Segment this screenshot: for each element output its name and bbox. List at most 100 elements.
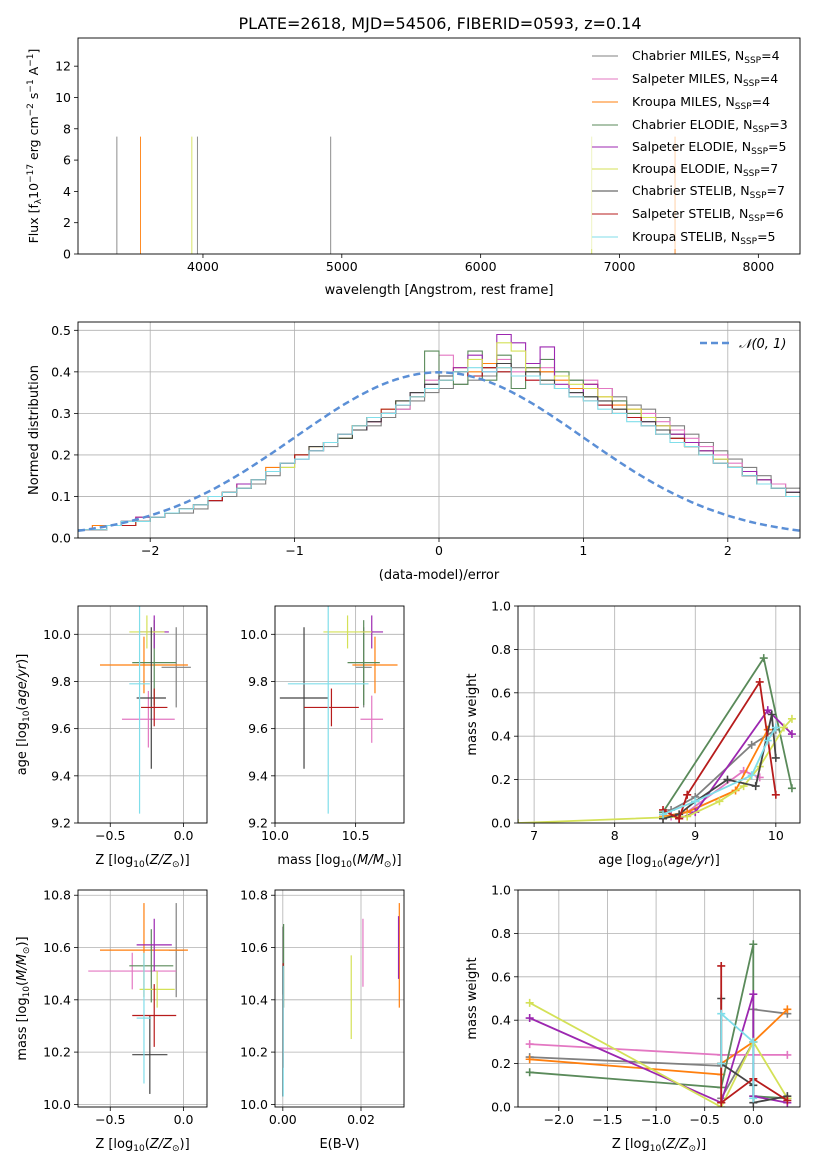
y-tick-label: 9.4: [248, 768, 268, 783]
legend-label: Salpeter STELIB, N: [632, 206, 748, 221]
y-tick-label: 10.0: [240, 627, 268, 642]
axes-frame: [274, 889, 405, 1108]
x-tick-label: 1: [579, 543, 587, 558]
figure-title: PLATE=2618, MJD=54506, FIBERID=0593, z=0…: [238, 14, 641, 33]
massweight-point-marker: [783, 1005, 792, 1014]
histogram-series: [78, 367, 800, 531]
x-tick-label: 5000: [326, 259, 358, 274]
legend-label: Chabrier STELIB, N: [632, 183, 750, 198]
spectrum-panel: 4000 5000 6000 7000 8000 0 2 4 6 8 10 12 wavelength …: [55, 37, 801, 298]
massweight-point-marker: [525, 1055, 534, 1064]
spectrum-series-line: [189, 63, 591, 119]
y-tick-label: 0.0: [51, 531, 71, 546]
y-tick-label: 0.4: [51, 364, 71, 379]
massweight-point-marker: [787, 730, 796, 739]
y-tick-label: 10.0: [43, 627, 71, 642]
y-tick-label: 10.6: [240, 940, 268, 955]
legend-label: 𝒩(0, 1): [739, 337, 786, 352]
legend-entry: Salpeter STELIB, NSSP=6: [592, 206, 784, 224]
massweight-series-line: [662, 655, 793, 813]
massweight-point-marker: [717, 961, 726, 970]
x-axis-label: wavelength [Angstrom, rest frame]: [325, 283, 554, 298]
plot-area: [282, 903, 400, 1097]
axes-frame: [517, 889, 801, 1108]
y-axis-label: mass weight: [465, 673, 480, 755]
x-tick-label: 0.00: [269, 1112, 297, 1127]
massweight-point-marker: [749, 940, 758, 949]
y-tick-label: 9.2: [248, 816, 268, 831]
massweight-point-marker: [723, 775, 732, 784]
x-axis-label: Z [log10(Z/Z⊙)]: [612, 1137, 706, 1154]
x-tick-label: 9: [691, 828, 699, 843]
residuals-panel: −2 −1 0 1 2 0.0 0.1 0.2 0.3 0.4 0.5 (data-model)/er…: [27, 321, 801, 583]
x-tick-label: −2: [141, 543, 159, 558]
massweight-point-marker: [659, 810, 668, 819]
y-axis-label: mass weight: [465, 957, 480, 1039]
axes-frame: [77, 605, 208, 824]
x-tick-label: −0.5: [95, 1112, 125, 1127]
y-tick-label: 9.2: [51, 816, 71, 831]
x-tick-label: −2.0: [544, 1112, 574, 1127]
legend-label: Kroupa MILES, N: [632, 94, 735, 109]
massweight-series-line: [720, 1011, 755, 1099]
axes-frame: [77, 37, 801, 255]
y-tick-label: 1.0: [491, 883, 511, 898]
y-tick-label: 0.0: [491, 816, 511, 831]
y-tick-label: 0: [63, 247, 71, 262]
x-tick-label: 0.02: [347, 1112, 375, 1127]
massweight-point-marker: [525, 1068, 534, 1077]
x-tick-label: 7: [530, 828, 538, 843]
y-tick-label: 10.2: [240, 1045, 268, 1060]
y-tick-label: 10.0: [240, 1097, 268, 1112]
massweight-point-marker: [717, 1009, 726, 1018]
x-tick-label: 10.5: [342, 828, 370, 843]
massweight-point-marker: [783, 1050, 792, 1059]
y-tick-label: 10.4: [43, 992, 71, 1007]
svg-text:Chabrier STELIB, NSSP=7: Chabrier STELIB, NSSP=7: [632, 183, 785, 201]
y-tick-label: 10.0: [43, 1097, 71, 1112]
massweight-point-marker: [783, 1096, 792, 1105]
axes-frame: [77, 321, 801, 539]
legend-entry: Chabrier MILES, NSSP=4: [592, 48, 780, 66]
massweight-point-marker: [749, 1037, 758, 1046]
age-vs-metallicity-panel: −0.5 0.0 9.2 9.4 9.6 9.8 10.0 Z [log10(Z/Z⊙)] ag…: [15, 605, 208, 870]
massweight-point-marker: [759, 654, 768, 663]
massweight-series-line: [662, 729, 769, 818]
massweight-point-marker: [717, 1059, 726, 1068]
y-tick-label: 12: [55, 59, 71, 74]
massweight-point-marker: [683, 812, 692, 821]
massweight-point-marker: [747, 740, 756, 749]
legend-label: Salpeter ELODIE, N: [632, 139, 751, 154]
x-tick-label: 10: [768, 828, 784, 843]
x-axis-label: age [log10(age/yr)]: [598, 853, 720, 870]
x-tick-label: 6000: [465, 259, 497, 274]
plot-area: [88, 903, 188, 1094]
massweight-point-marker: [763, 736, 772, 745]
legend-label: Kroupa STELIB, N: [632, 229, 740, 244]
legend-entry: Chabrier ELODIE, NSSP=3: [592, 117, 788, 135]
massweight-point-marker: [763, 706, 772, 715]
y-tick-label: 0.0: [491, 1100, 511, 1115]
massweight-point-marker: [787, 784, 796, 793]
y-tick-label: 9.8: [248, 674, 268, 689]
spectrum-ylabel: Flux [fλ10−17 erg cm−2 s−1 A−1]: [26, 49, 44, 244]
y-axis-label: Normed distribution: [27, 365, 42, 495]
y-tick-label: 10.4: [240, 992, 268, 1007]
x-tick-label: −0.5: [95, 828, 125, 843]
y-tick-label: 0.2: [491, 772, 511, 787]
residual-legend: 𝒩(0, 1): [700, 337, 786, 352]
mass-vs-metallicity-panel: −0.5 0.0 10.0 10.2 10.4 10.6 10.8 Z [log10(Z/Z⊙…: [15, 888, 208, 1154]
massweight-point-marker: [675, 814, 684, 823]
y-tick-label: 0.3: [51, 406, 71, 421]
massweight-point-marker: [767, 710, 776, 719]
x-tick-label: 10.0: [261, 828, 289, 843]
legend-entry: Salpeter MILES, NSSP=4: [592, 71, 778, 89]
massweight-point-marker: [771, 753, 780, 762]
massweight-point-marker: [749, 990, 758, 999]
legend-entry: Kroupa ELODIE, NSSP=7: [592, 161, 778, 179]
y-tick-label: 10.6: [43, 940, 71, 955]
y-axis-label: mass [log10(M/M⊙)]: [15, 936, 32, 1060]
svg-text:Kroupa STELIB, NSSP=5: Kroupa STELIB, NSSP=5: [632, 229, 776, 247]
legend-entry: Salpeter ELODIE, NSSP=5: [592, 139, 786, 157]
y-tick-label: 1.0: [491, 599, 511, 614]
